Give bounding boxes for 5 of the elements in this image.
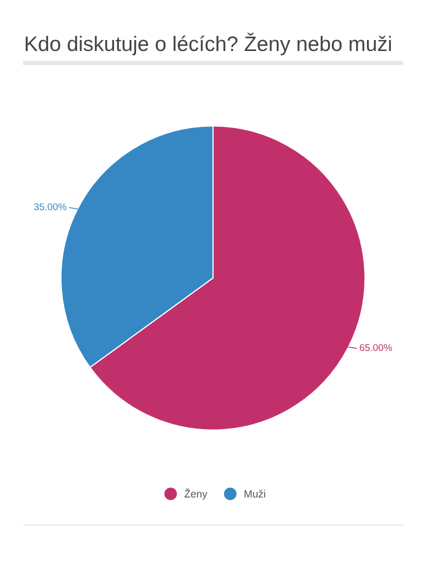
legend-label: Ženy bbox=[184, 488, 208, 500]
legend-label: Muži bbox=[244, 490, 266, 498]
data-label: 35.00% bbox=[34, 203, 66, 210]
data-label: 65.00% bbox=[360, 344, 392, 351]
chart-title: Kdo diskutuje o lécích? Ženy nebo muži bbox=[26, 32, 391, 56]
